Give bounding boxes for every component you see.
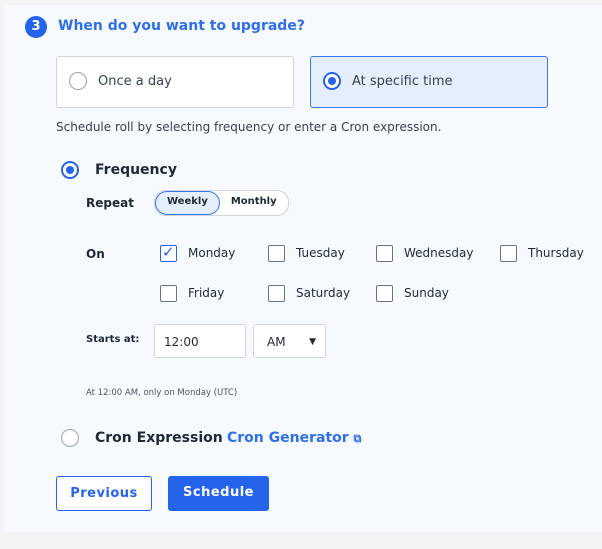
day-checkbox-monday[interactable]: ✓ [160,243,177,262]
starts-at-label: Starts at: [86,334,140,345]
ampm-select[interactable]: AM ▼ [253,324,326,358]
option-specific-time[interactable]: At specific time [310,56,548,108]
ampm-value: AM [267,335,286,349]
cron-generator-link[interactable]: Cron Generator ⧉ [227,430,361,446]
schedule-button[interactable]: Schedule [168,476,269,511]
cron-radio[interactable] [61,429,79,447]
specific-time-radio[interactable] [323,72,341,90]
day-label: Saturday [296,286,351,300]
day-label: Tuesday [296,246,345,260]
once-a-day-radio[interactable] [69,72,87,90]
cron-label: Cron Expression [95,430,223,446]
external-link-icon: ⧉ [353,432,362,445]
step-badge: 3 [25,16,47,38]
cron-generator-text: Cron Generator [227,430,349,446]
option-label: At specific time [352,74,453,89]
option-once-a-day[interactable]: Once a day [56,56,294,108]
repeat-toggle: Weekly Monthly [154,190,289,216]
day-label: Monday [188,246,236,260]
schedule-summary: At 12:00 AM, only on Monday (UTC) [86,388,238,398]
hint-text: Schedule roll by selecting frequency or … [56,120,442,134]
repeat-label: Repeat [86,196,134,210]
frequency-label: Frequency [95,162,177,178]
repeat-weekly[interactable]: Weekly [155,191,220,215]
frequency-radio[interactable] [61,161,79,179]
day-checkbox-thursday[interactable] [500,245,517,262]
day-checkbox-tuesday[interactable] [268,245,285,262]
day-label: Friday [188,286,225,300]
on-label: On [86,247,105,261]
check-icon: ✓ [162,243,175,261]
day-label: Thursday [528,246,584,260]
time-input[interactable]: 12:00 [154,324,246,358]
day-checkbox-wednesday[interactable] [376,245,393,262]
option-label: Once a day [98,74,172,89]
day-checkbox-saturday[interactable] [268,285,285,302]
day-label: Sunday [404,286,449,300]
repeat-monthly[interactable]: Monthly [230,196,277,207]
previous-button[interactable]: Previous [56,476,152,511]
caret-down-icon: ▼ [309,337,316,347]
section-title: When do you want to upgrade? [58,18,305,34]
day-checkbox-sunday[interactable] [376,285,393,302]
day-label: Wednesday [404,246,474,260]
day-checkbox-friday[interactable] [160,285,177,302]
